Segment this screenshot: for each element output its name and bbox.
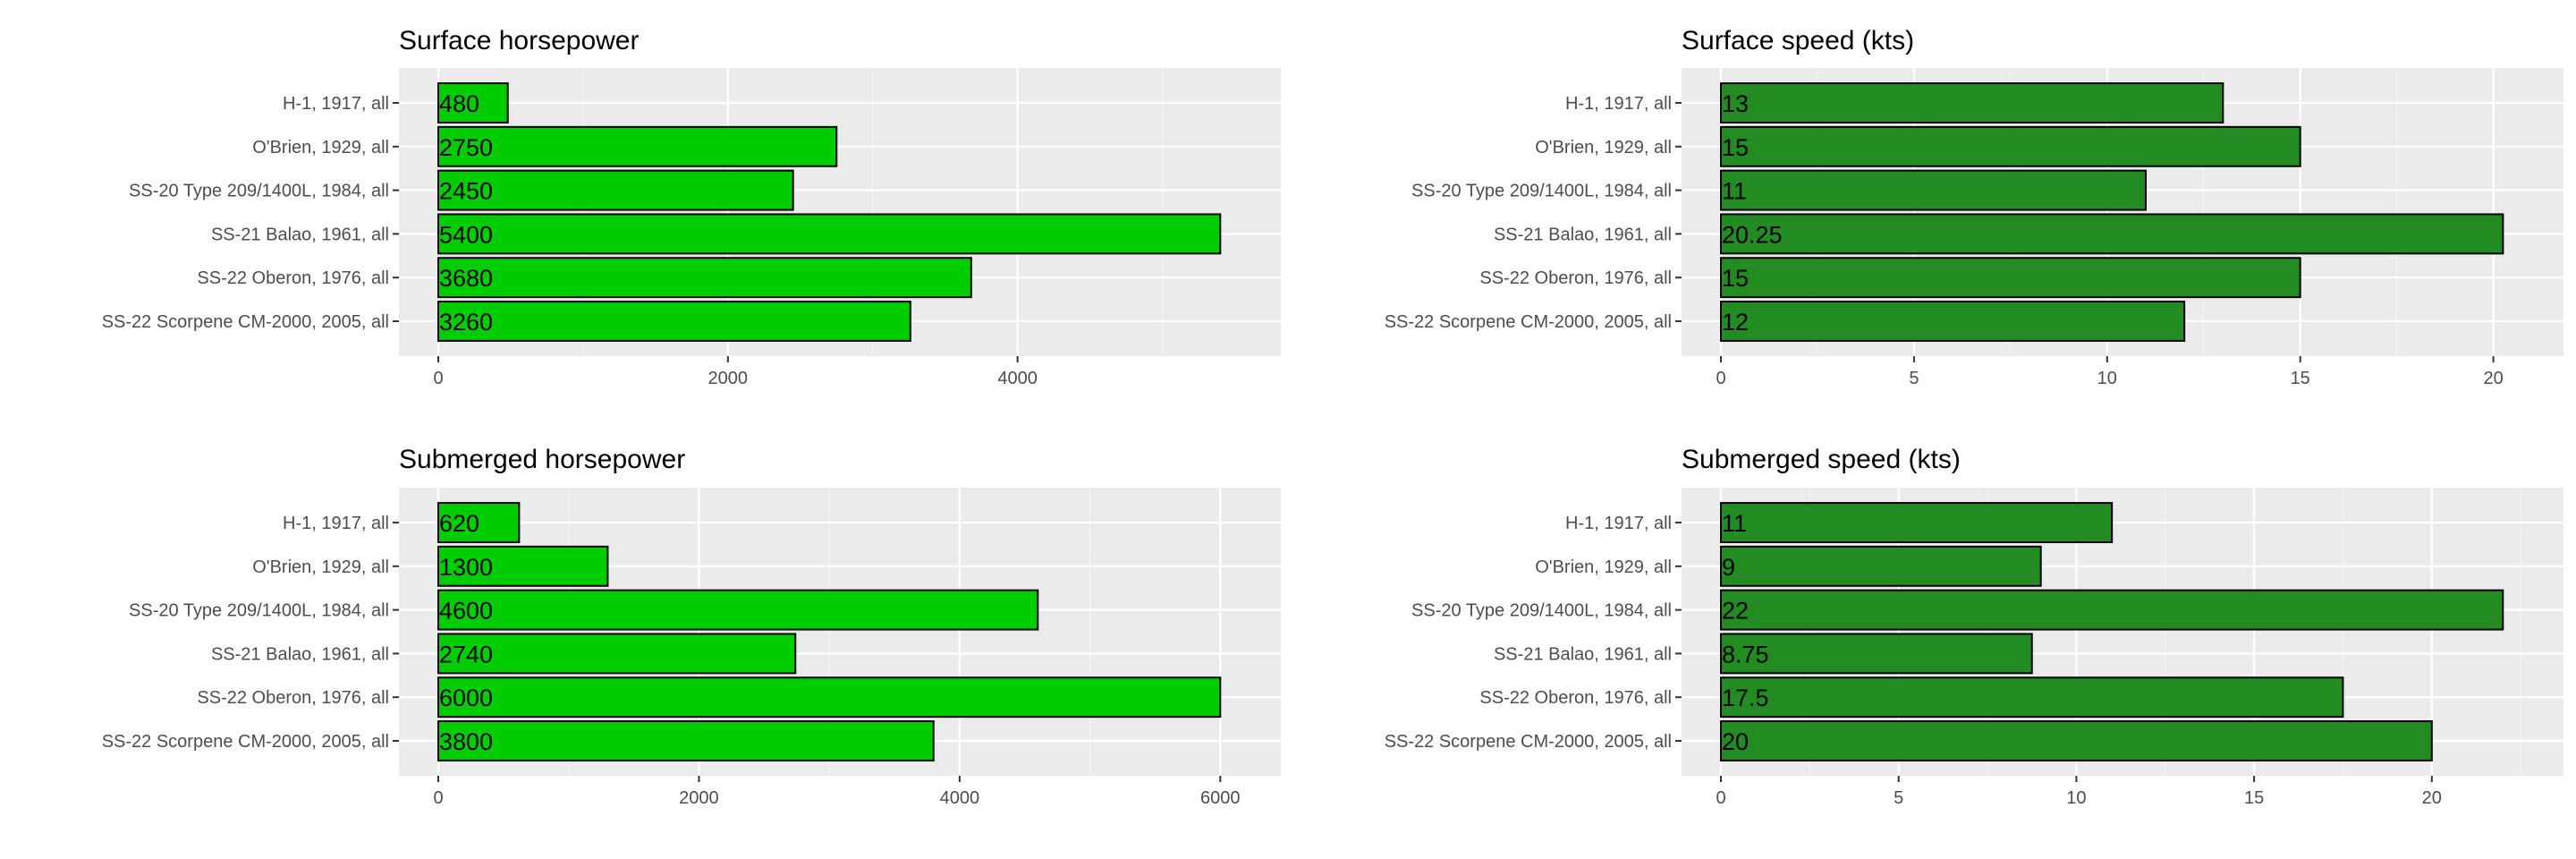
bar-value-label: 20.25 xyxy=(1722,221,1783,248)
category-label: SS-21 Balao, 1961, all xyxy=(1494,225,1672,244)
x-tick-label: 10 xyxy=(2066,788,2086,808)
category-label: SS-21 Balao, 1961, all xyxy=(211,225,389,244)
bar xyxy=(1720,502,2114,543)
x-tick-label: 0 xyxy=(1716,369,1725,388)
category-label: SS-22 Oberon, 1976, all xyxy=(1479,688,1672,708)
bar xyxy=(437,545,609,587)
x-tick-label: 20 xyxy=(2483,369,2503,388)
category-label: O'Brien, 1929, all xyxy=(252,138,389,157)
category-label: SS-20 Type 209/1400L, 1984, all xyxy=(129,182,389,201)
category-label: O'Brien, 1929, all xyxy=(1535,557,1672,577)
bar-value-label: 20 xyxy=(1722,728,1749,755)
bar-value-label: 620 xyxy=(439,510,479,537)
x-tick-label: 2000 xyxy=(679,788,719,808)
bar-value-label: 6000 xyxy=(439,685,493,711)
bar-value-label: 11 xyxy=(1722,510,1747,537)
bar xyxy=(437,257,972,299)
bar-value-label: 1300 xyxy=(439,554,493,581)
bar xyxy=(437,213,1222,255)
bar xyxy=(1720,301,2186,342)
bar-value-label: 2750 xyxy=(439,134,493,161)
x-tick-label: 5 xyxy=(1894,788,1903,808)
bar xyxy=(437,589,1039,631)
bar xyxy=(1720,589,2504,631)
bar-value-label: 12 xyxy=(1722,309,1749,336)
bar-value-label: 3680 xyxy=(439,265,493,292)
bar xyxy=(1720,676,2344,719)
x-tick-label: 5 xyxy=(1909,369,1919,388)
bar xyxy=(437,301,911,342)
bar-value-label: 3800 xyxy=(439,728,493,755)
x-tick-label: 2000 xyxy=(708,369,749,388)
category-label: SS-22 Scorpene CM-2000, 2005, all xyxy=(102,732,389,752)
bar xyxy=(437,633,797,675)
bar-value-label: 2450 xyxy=(439,178,493,205)
bar-value-label: 2740 xyxy=(439,641,493,668)
chart-title: Submerged speed (kts) xyxy=(1682,445,1961,474)
x-tick-label: 4000 xyxy=(940,788,980,808)
category-label: H-1, 1917, all xyxy=(283,94,389,114)
chart-panel-4: 11 9 22 8.75 17.5 20 H-1, 1917, all O'Brien, 19… xyxy=(1385,445,2563,808)
category-label: H-1, 1917, all xyxy=(1565,514,1672,533)
chart-panel-2: 13 15 11 20.25 15 12 H-1, 1917, all O'Brien, 19… xyxy=(1385,26,2563,388)
bar xyxy=(1720,213,2504,255)
chart-title: Surface speed (kts) xyxy=(1682,26,1914,55)
bar-value-label: 480 xyxy=(439,90,479,117)
bar xyxy=(437,125,838,167)
chart-title: Submerged horsepower xyxy=(399,445,685,474)
bar xyxy=(437,720,935,761)
bar-value-label: 5400 xyxy=(439,221,493,248)
category-label: SS-22 Oberon, 1976, all xyxy=(197,268,389,288)
category-label: H-1, 1917, all xyxy=(283,514,389,533)
category-label: SS-21 Balao, 1961, all xyxy=(211,644,389,664)
category-label: SS-22 Scorpene CM-2000, 2005, all xyxy=(102,312,389,332)
chart-title: Surface horsepower xyxy=(399,26,639,55)
category-label: O'Brien, 1929, all xyxy=(252,557,389,577)
chart-panel-3: 620 1300 4600 2740 6000 3800 H-1, 1917, all O'B… xyxy=(102,445,1281,808)
bar xyxy=(1720,545,2042,587)
category-label: SS-20 Type 209/1400L, 1984, all xyxy=(1411,601,1672,621)
bar xyxy=(437,82,509,123)
bar-value-label: 4600 xyxy=(439,598,493,625)
x-tick-label: 4000 xyxy=(997,369,1038,388)
x-tick-label: 6000 xyxy=(1200,788,1241,808)
bar-value-label: 3260 xyxy=(439,309,493,336)
bar-value-label: 9 xyxy=(1722,554,1735,581)
bar xyxy=(1720,720,2433,761)
category-label: SS-20 Type 209/1400L, 1984, all xyxy=(1411,182,1672,201)
x-tick-label: 10 xyxy=(2097,369,2117,388)
bar-value-label: 15 xyxy=(1722,265,1749,292)
chart-panel-1: 480 2750 2450 5400 3680 3260 H-1, 1917, all O'B… xyxy=(102,26,1281,388)
category-label: SS-22 Scorpene CM-2000, 2005, all xyxy=(1385,312,1672,332)
bar-value-label: 11 xyxy=(1722,178,1747,205)
bar-value-label: 17.5 xyxy=(1722,685,1769,711)
x-tick-label: 0 xyxy=(433,369,443,388)
bar-value-label: 15 xyxy=(1722,134,1749,161)
x-tick-label: 0 xyxy=(433,788,443,808)
x-tick-label: 15 xyxy=(2244,788,2264,808)
bar xyxy=(1720,633,2033,675)
category-label: SS-22 Oberon, 1976, all xyxy=(197,688,389,708)
category-label: SS-21 Balao, 1961, all xyxy=(1494,644,1672,664)
category-label: SS-22 Oberon, 1976, all xyxy=(1479,268,1672,288)
bar xyxy=(437,169,794,211)
bar xyxy=(1720,125,2301,167)
category-label: O'Brien, 1929, all xyxy=(1535,138,1672,157)
x-tick-label: 15 xyxy=(2291,369,2310,388)
bar xyxy=(437,676,1222,719)
bar xyxy=(1720,82,2224,123)
category-label: SS-22 Scorpene CM-2000, 2005, all xyxy=(1385,732,1672,752)
category-label: H-1, 1917, all xyxy=(1565,94,1672,114)
x-tick-label: 20 xyxy=(2422,788,2442,808)
category-label: SS-20 Type 209/1400L, 1984, all xyxy=(129,601,389,621)
bar xyxy=(437,502,521,543)
bar-value-label: 8.75 xyxy=(1722,641,1769,668)
bar xyxy=(1720,169,2147,211)
bar xyxy=(1720,257,2301,299)
bar-value-label: 13 xyxy=(1722,90,1749,117)
x-tick-label: 0 xyxy=(1716,788,1725,808)
bar-value-label: 22 xyxy=(1722,598,1749,625)
